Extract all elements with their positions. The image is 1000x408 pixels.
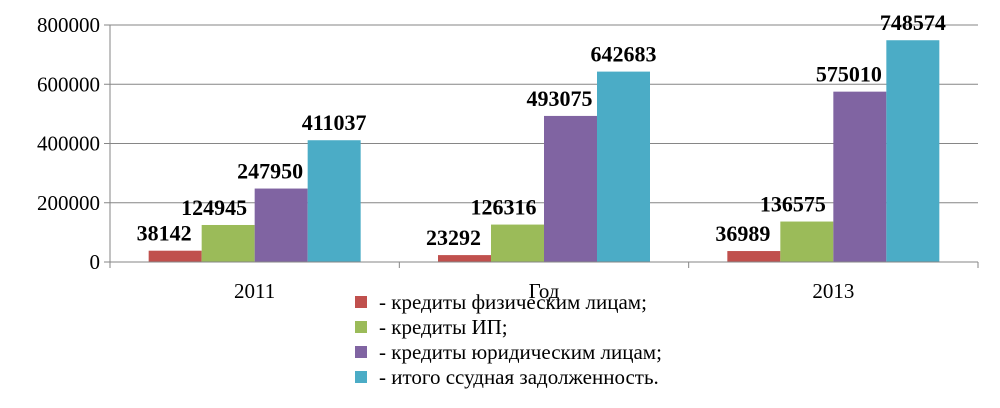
bar	[491, 224, 544, 262]
bar	[148, 250, 202, 262]
data-label: 411037	[302, 110, 367, 135]
y-tick-label: 600000	[37, 72, 100, 96]
y-tick-label: 800000	[37, 13, 100, 37]
bar	[597, 71, 650, 262]
y-tick-label: 0	[90, 250, 101, 274]
bar	[886, 40, 940, 262]
x-tick-label: 2011	[234, 279, 275, 303]
bar	[201, 224, 255, 262]
data-label: 124945	[181, 195, 247, 220]
bar	[833, 91, 887, 262]
legend-swatch	[355, 296, 367, 308]
data-label: 136575	[760, 192, 826, 217]
bar	[438, 255, 491, 262]
y-tick-label: 400000	[37, 132, 100, 156]
bar	[727, 251, 781, 262]
bar	[307, 140, 361, 262]
data-label: 493075	[527, 86, 593, 111]
x-tick-label: 2013	[812, 279, 854, 303]
bar	[544, 115, 597, 262]
data-label: 247950	[237, 159, 303, 184]
legend: - кредиты физическим лицам;- кредиты ИП;…	[355, 290, 662, 389]
data-label: 642683	[591, 42, 657, 67]
legend-swatch	[355, 371, 367, 383]
legend-swatch	[355, 346, 367, 358]
data-label: 575010	[816, 62, 882, 87]
data-label: 748574	[880, 10, 946, 35]
legend-label: - итого ссудная задолженность.	[379, 365, 659, 389]
data-label: 23292	[426, 225, 481, 250]
legend-swatch	[355, 321, 367, 333]
bar	[780, 221, 834, 262]
y-tick-label: 200000	[37, 191, 100, 215]
legend-label: - кредиты ИП;	[379, 315, 508, 339]
data-label: 38142	[137, 221, 192, 246]
data-label: 126316	[471, 195, 537, 220]
legend-label: - кредиты физическим лицам;	[379, 290, 647, 314]
x-axis: 2011 Год 2013	[109, 25, 979, 303]
y-axis-ticks: 0 200000 400000 600000 800000	[37, 13, 110, 274]
legend-label: - кредиты юридическим лицам;	[379, 340, 662, 364]
x-tick-label: Год	[529, 279, 560, 303]
data-label: 36989	[715, 221, 770, 246]
bar	[254, 188, 308, 262]
bars	[148, 40, 940, 262]
